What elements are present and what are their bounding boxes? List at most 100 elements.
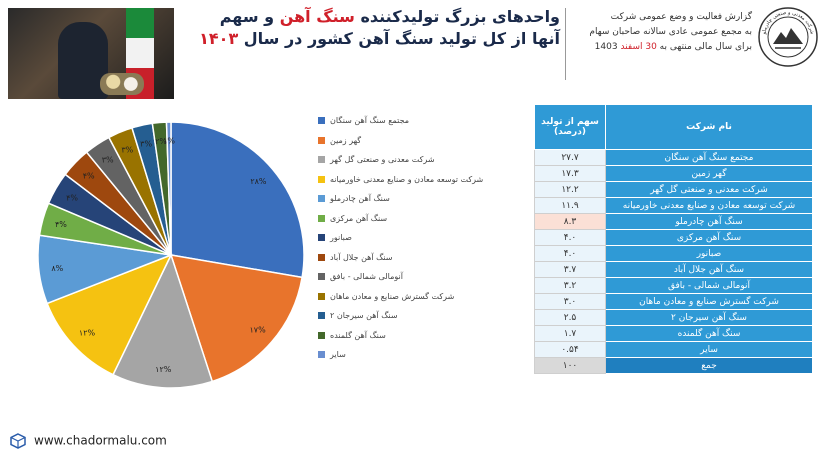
table-row: ۴.۰ صبانور — [534, 245, 813, 262]
legend-item: مجتمع سنگ آهن سنگان — [318, 114, 498, 128]
share-value: ۱.۷ — [534, 325, 606, 342]
legend-label: سایر — [330, 350, 346, 359]
slice-label: ۴% — [55, 220, 67, 229]
title-prefix: واحدهای بزرگ تولیدکننده — [354, 7, 560, 26]
slice-label: ۱% — [163, 137, 175, 146]
company-name: آنومالی شمالی - بافق — [605, 277, 813, 294]
legend-label: گهر زمین — [330, 135, 362, 145]
table-row: ۳.۰ شرکت گسترش صنایع و معادن ماهان — [534, 293, 813, 310]
share-value: ۲.۵ — [534, 309, 606, 326]
legend-item: سنگ آهن چادرملو — [318, 192, 498, 206]
legend-swatch — [318, 117, 325, 124]
footer: www.chadormalu.com — [10, 433, 167, 449]
table-row: ۱۰۰ جمع — [534, 357, 813, 374]
legend-label: سنگ آهن گلمنده — [330, 330, 386, 340]
legend-swatch — [318, 292, 325, 300]
pie-slice — [169, 254, 303, 383]
table-row: ۲.۵ سنگ آهن سیرجان ۲ — [534, 309, 813, 326]
title-accent: سنگ آهن — [279, 7, 355, 26]
table-header-share: سهم از تولید (درصد) — [534, 104, 606, 150]
legend-item: سنگ آهن گلمنده — [318, 329, 498, 343]
table-row: ۸.۳ سنگ آهن چادرملو — [534, 213, 813, 230]
slice-label: ۱۲% — [79, 329, 96, 338]
legend-item: صبانور — [318, 231, 498, 245]
slice-label: ۱۲% — [155, 365, 172, 374]
header-divider — [565, 8, 566, 80]
share-value: ۴.۰ — [534, 229, 606, 246]
company-name: سنگ آهن جلال آباد — [605, 261, 813, 278]
share-value: ۳.۷ — [534, 261, 606, 278]
legend-item: سایر — [318, 348, 498, 362]
share-value: ۳.۰ — [534, 293, 606, 310]
table-row: ۲۷.۷ مجتمع سنگ آهن سنگان — [534, 149, 813, 166]
company-name: جمع — [605, 357, 813, 374]
company-name: سنگ آهن مرکزی — [605, 229, 813, 246]
table-row: ۱۲.۲ شرکت معدنی و صنعتی گل گهر — [534, 181, 813, 198]
legend-swatch — [318, 331, 325, 339]
title-suffix: و سهم — [219, 7, 280, 26]
legend-item: شرکت توسعه معادن و صنایع معدنی خاورمیانه — [318, 173, 498, 187]
legend-swatch — [318, 234, 325, 241]
legend-item: سنگ آهن جلال آباد — [318, 251, 498, 265]
legend-item: سنگ آهن سیرجان ۲ — [318, 309, 498, 323]
company-name: سنگ آهن سیرجان ۲ — [605, 309, 813, 326]
legend-label: آنومالی شمالی - بافق — [330, 272, 403, 281]
share-value: ۰.۵۴ — [534, 341, 606, 358]
table-row: ۱۷.۳ گهر زمین — [534, 165, 813, 182]
legend-item: گهر زمین — [318, 134, 498, 148]
table-row: ۴.۰ سنگ آهن مرکزی — [534, 229, 813, 246]
share-value: ۳.۲ — [534, 277, 606, 294]
legend-item: شرکت گسترش صنایع و معادن ماهان — [318, 290, 498, 304]
slice-label: ۳% — [140, 139, 152, 148]
report-line-3: برای سال مالی منتهی به 30 اسفند 1403 — [594, 42, 752, 52]
legend-item: سنگ آهن مرکزی — [318, 212, 498, 226]
legend-label: شرکت معدنی و صنعتی گل گهر — [330, 155, 435, 164]
legend-label: سنگ آهن چادرملو — [330, 194, 390, 203]
company-name: سنگ آهن گلمنده — [605, 325, 813, 342]
page-title: واحدهای بزرگ تولیدکننده سنگ آهن و سهم آن… — [199, 6, 560, 50]
legend-swatch — [318, 273, 325, 280]
slice-label: ۴% — [66, 194, 78, 203]
company-name: گهر زمین — [605, 165, 813, 182]
flowers-graphic — [100, 73, 144, 95]
company-name: سایر — [605, 341, 813, 358]
pie-slice — [170, 121, 305, 279]
slice-label: ۸% — [51, 264, 63, 273]
company-name: سنگ آهن چادرملو — [605, 213, 813, 230]
share-table: سهم از تولید (درصد) نام شرکت ۲۷.۷ مجتمع سن… — [534, 104, 813, 374]
company-name: شرکت توسعه معادن و صنایع معدنی خاورمیانه — [605, 197, 813, 214]
share-value: ۱۱.۹ — [534, 197, 606, 214]
share-value: ۱۷.۳ — [534, 165, 606, 182]
legend-swatch — [318, 351, 325, 358]
slice-label: ۲۸% — [250, 177, 267, 186]
company-name: شرکت معدنی و صنعتی گل گهر — [605, 181, 813, 198]
speaker-figure — [58, 22, 108, 99]
table-row: ۱.۷ سنگ آهن گلمنده — [534, 325, 813, 342]
table-row: ۱۱.۹ شرکت توسعه معادن و صنایع معدنی خاورم… — [534, 197, 813, 214]
pie-slice — [165, 121, 172, 256]
legend-swatch — [318, 175, 325, 183]
pie-slice — [112, 252, 214, 389]
legend-swatch — [318, 253, 325, 261]
company-name: صبانور — [605, 245, 813, 262]
legend-swatch — [318, 312, 325, 319]
company-name: مجتمع سنگ آهن سنگان — [605, 149, 813, 166]
slice-label: ۴% — [83, 172, 95, 181]
subtitle-prefix: آنها از کل تولید سنگ آهن کشور در سال — [238, 29, 560, 48]
share-value: ۱۰۰ — [534, 357, 606, 374]
legend-label: شرکت گسترش صنایع و معادن ماهان — [330, 291, 455, 301]
subtitle-year: ۱۴۰۳ — [199, 29, 239, 48]
legend-label: شرکت توسعه معادن و صنایع معدنی خاورمیانه — [330, 174, 484, 184]
company-name: شرکت گسترش صنایع و معادن ماهان — [605, 293, 813, 310]
legend-label: سنگ آهن جلال آباد — [330, 252, 393, 262]
report-line-1: گزارش فعالیت و وضع عمومی شرکت — [610, 12, 752, 22]
pie-slice — [46, 253, 173, 376]
report-line-2: به مجمع عمومی عادی سالانه صاحبان سهام — [589, 27, 752, 37]
speaker-photo — [8, 8, 174, 99]
footer-url[interactable]: www.chadormalu.com — [34, 433, 167, 448]
company-logo: شرکت معدنی و صنعتی چادرملو — [758, 7, 818, 67]
share-value: ۴.۰ — [534, 245, 606, 262]
slice-label: ۲% — [155, 137, 167, 146]
table-header-name: نام شرکت — [605, 104, 813, 150]
table-row: ۳.۷ سنگ آهن جلال آباد — [534, 261, 813, 278]
